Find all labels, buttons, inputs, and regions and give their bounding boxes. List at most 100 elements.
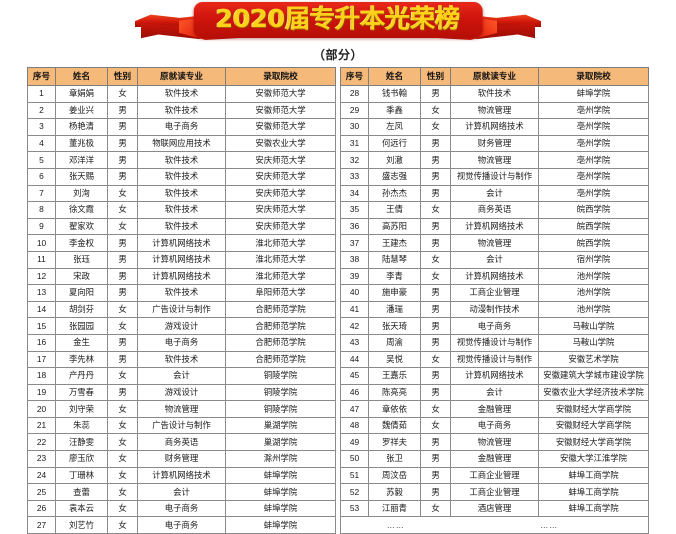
cell-major: 财务管理 [450,134,539,153]
cell-major: 软件技术 [137,184,226,203]
banner-title-plate: 2020届专升本光荣榜 [193,2,483,38]
cell-name: 廖玉欣 [55,450,108,468]
table-row: 6 张天赐男软件技术 安庆师范大学 [27,167,336,186]
table-row: 2 姜业兴男软件技术 安徽师范大学 [27,101,336,120]
cell-index: 40 [340,284,369,302]
cell-university: 马鞍山学院 [538,317,649,335]
cell-name: 翟家欢 [55,217,108,236]
table-row: 26 袁本云女电子商务 蚌埠学院 [27,499,336,518]
cell-index: 47 [340,400,369,418]
page-title: 2020届专升本光荣榜 [215,4,461,33]
cell-name: 左凤 [368,118,421,136]
table-row: 14 胡剑芬女广告设计与制作 合肥师范学院 [27,300,336,319]
cell-name: 袁本云 [55,499,108,518]
cell-name: 张天琦 [368,317,421,335]
cell-gender: 男 [420,284,451,302]
cell-major: 软件技术 [137,350,226,369]
cell-name: 江丽青 [368,499,421,518]
cell-university: 蚌埠工商学院 [538,483,649,501]
cell-index: 34 [340,184,369,203]
cell-index: 17 [27,350,56,369]
cell-university: 蚌埠工商学院 [538,466,649,485]
cell-university: 亳州学院 [538,167,649,186]
cell-name: 刘洵 [55,184,108,203]
cell-index: 46 [340,383,369,402]
cell-major: 软件技术 [137,85,226,103]
cell-university: 铜陵学院 [225,400,336,418]
cell-major: 工商企业管理 [450,483,539,501]
cell-university: 滁州学院 [225,450,336,468]
cell-name: 董兆极 [55,134,108,153]
cell-gender: 女 [420,499,451,518]
cell-major: 软件技术 [137,101,226,120]
cell-major: 会计 [137,367,226,385]
cell-major: 视觉传播设计与制作 [450,167,539,186]
column-header-name: 姓名 [368,67,421,86]
cell-major: 物流管理 [450,151,539,169]
cell-name: 王倩 [368,201,421,219]
cell-index: 7 [27,184,56,203]
table-row: 16 金生男电子商务 合肥师范学院 [27,333,336,352]
cell-university: 合肥师范学院 [225,333,336,352]
cell-gender: 女 [420,101,451,120]
cell-index: 13 [27,284,56,302]
cell-university: 巢湖学院 [225,433,336,452]
cell-gender: 女 [107,416,138,435]
cell-major: 金融管理 [450,400,539,418]
cell-university: 池州学院 [538,267,649,286]
cell-gender: 女 [107,184,138,203]
cell-major: 游戏设计 [137,383,226,402]
table-row: 43 周渝男视觉传播设计与制作 马鞍山学院 [340,333,649,352]
cell-name: 刘艺竹 [55,516,108,534]
footer-dots-right: …… [450,516,649,534]
cell-university: 安徽财经大学商学院 [538,416,649,435]
cell-major: 电子商务 [137,499,226,518]
cell-university: 安徽财经大学商学院 [538,400,649,418]
honor-table-left: 序号 姓名 性别 原就读专业 录取院校 1 章娟娟女软件技术 安徽师范大学 2 姜业兴男… [27,67,336,534]
cell-major: 物流管理 [450,101,539,120]
cell-name: 苏毅 [368,483,421,501]
cell-name: 汪静雯 [55,433,108,452]
cell-major: 金融管理 [450,450,539,468]
cell-index: 44 [340,350,369,369]
table-row: 36 高苏阳男计算机网络技术 皖西学院 [340,217,649,236]
cell-gender: 男 [420,317,451,335]
table-row: 19 万雪春男游戏设计 铜陵学院 [27,383,336,402]
cell-index: 18 [27,367,56,385]
cell-index: 45 [340,367,369,385]
cell-major: 物流管理 [137,400,226,418]
cell-gender: 男 [107,267,138,286]
cell-name: 夏向阳 [55,284,108,302]
cell-gender: 女 [420,400,451,418]
cell-index: 36 [340,217,369,236]
cell-gender: 女 [420,350,451,369]
table-row: 11 张珏男计算机网络技术 淮北师范大学 [27,250,336,269]
cell-index: 5 [27,151,56,169]
cell-university: 皖西学院 [538,201,649,219]
cell-university: 安徽师范大学 [225,85,336,103]
cell-university: 安徽师范大学 [225,101,336,120]
cell-name: 王嘉乐 [368,367,421,385]
cell-gender: 女 [107,367,138,385]
cell-gender: 女 [420,416,451,435]
cell-index: 15 [27,317,56,335]
cell-name: 姜业兴 [55,101,108,120]
column-header-index: 序号 [340,67,369,86]
cell-index: 35 [340,201,369,219]
cell-gender: 女 [107,400,138,418]
cell-major: 电子商务 [137,333,226,352]
cell-university: 安庆师范大学 [225,184,336,203]
cell-major: 电子商务 [137,516,226,534]
cell-major: 软件技术 [137,201,226,219]
cell-university: 蚌埠学院 [225,516,336,534]
table-row: 23 廖玉欣女财务管理 滁州学院 [27,450,336,468]
cell-gender: 男 [107,101,138,120]
table-row: 5 邓洋洋男软件技术 安庆师范大学 [27,151,336,169]
cell-gender: 男 [420,383,451,402]
cell-index: 31 [340,134,369,153]
cell-index: 32 [340,151,369,169]
cell-name: 查蕾 [55,483,108,501]
cell-gender: 男 [107,167,138,186]
cell-university: 亳州学院 [538,134,649,153]
cell-university: 安徽大学江淮学院 [538,450,649,468]
